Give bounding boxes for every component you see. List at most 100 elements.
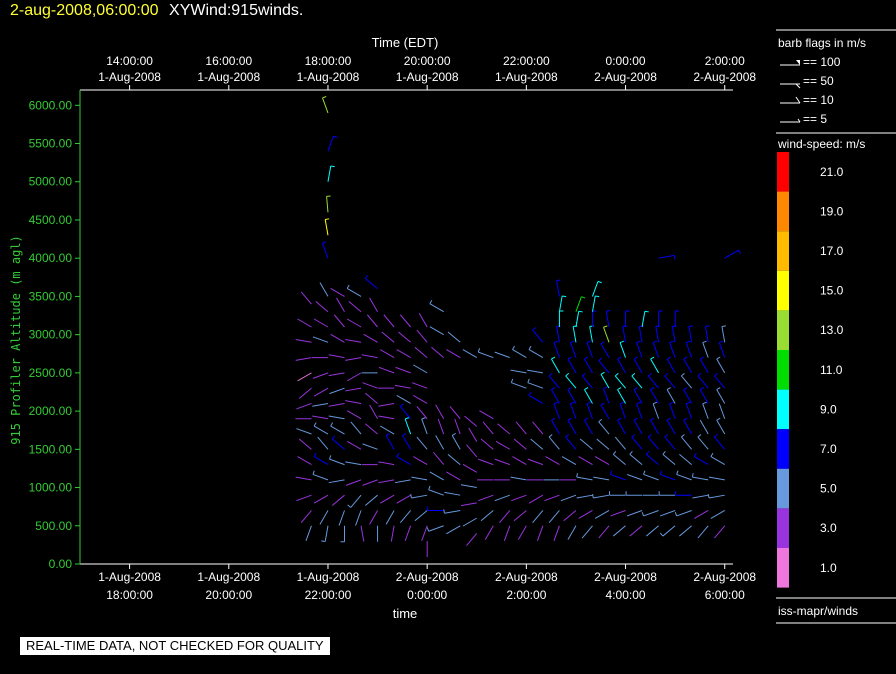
wind-barb — [721, 325, 726, 343]
wind-barb — [579, 438, 593, 450]
wind-barb — [591, 310, 597, 327]
wind-barb — [697, 434, 709, 450]
wind-barb — [416, 329, 428, 343]
wind-barb — [511, 494, 527, 502]
wind-barb — [619, 401, 627, 419]
wind-barb — [447, 331, 461, 343]
wind-barb — [625, 310, 630, 327]
wind-barb — [427, 506, 444, 511]
wind-barb — [575, 310, 583, 328]
wind-barb — [346, 410, 362, 420]
wind-barb — [650, 387, 660, 404]
colorbar-swatch — [777, 310, 789, 350]
wind-barb — [548, 372, 560, 389]
wind-barb — [612, 450, 626, 465]
wind-barb — [650, 356, 660, 374]
wind-barb — [324, 218, 330, 236]
wind-barb — [460, 484, 477, 489]
wind-barb — [685, 340, 693, 358]
wind-barb — [714, 525, 726, 539]
legend-panel: barb flags in m/s == 100 == 50 == 10 == 5 w… — [776, 29, 896, 624]
wind-barb — [411, 382, 428, 389]
wind-barb — [669, 340, 676, 358]
wind-barb — [362, 382, 378, 389]
x-tick-date: 1-Aug-2008 — [197, 570, 260, 584]
wind-barb — [313, 452, 329, 466]
x-tick-date: 1-Aug-2008 — [297, 570, 360, 584]
barb-legend-label: == 5 — [803, 112, 827, 126]
wind-barb — [346, 318, 362, 328]
wind-barb — [593, 476, 610, 481]
wind-barb — [558, 310, 564, 327]
wind-barb — [638, 325, 644, 343]
wind-barb — [513, 510, 527, 522]
wind-barb — [510, 476, 527, 481]
colorbar-title: wind-speed: m/s — [777, 137, 865, 151]
x-tick-date: 2-Aug-2008 — [594, 570, 657, 584]
x-tick-time: 6:00:00 — [705, 588, 745, 602]
wind-barb — [329, 387, 345, 395]
x-tick-time: 4:00:00 — [606, 588, 646, 602]
wind-barb — [702, 340, 709, 358]
wind-barb — [652, 401, 660, 419]
x2-tick-date: 1-Aug-2008 — [98, 70, 161, 84]
wind-barb — [679, 525, 692, 537]
wind-barb — [550, 356, 560, 374]
wind-barb — [605, 310, 611, 328]
wind-barb — [591, 295, 600, 312]
wind-barb — [655, 325, 660, 343]
wind-barb — [575, 296, 586, 312]
wind-barb — [468, 427, 478, 442]
wind-barb — [697, 372, 709, 389]
wind-barb — [532, 327, 544, 343]
wind-barb — [446, 525, 461, 535]
wind-barb — [694, 510, 709, 519]
wind-barb — [572, 325, 578, 343]
y-tick-label: 0.00 — [49, 557, 73, 571]
wind-barb — [421, 525, 428, 541]
wind-barb — [426, 525, 444, 532]
y-tick-label: 5500.00 — [29, 137, 73, 151]
wind-barb — [567, 417, 577, 435]
wind-barb — [414, 510, 428, 522]
wind-barb — [313, 387, 329, 397]
wind-barb — [553, 340, 560, 358]
barb-flag-100-icon: == 100 — [780, 55, 841, 69]
wind-barb — [312, 336, 329, 343]
wind-barb — [399, 403, 412, 420]
wind-barb — [565, 372, 577, 389]
wind-barb — [381, 331, 395, 343]
wind-barb — [378, 415, 395, 420]
wind-barb — [327, 135, 338, 152]
x-tick-time: 0:00:00 — [407, 588, 447, 602]
wind-barb — [449, 406, 461, 420]
wind-barb — [451, 433, 461, 450]
wind-barb — [433, 452, 445, 465]
wind-barb — [708, 476, 725, 481]
wind-barb — [716, 356, 726, 374]
wind-barb — [482, 421, 494, 435]
wind-barb — [633, 356, 643, 374]
barb-legend: == 100 == 50 == 10 == 5 — [780, 55, 841, 126]
wind-barb — [326, 195, 331, 213]
wind-barb — [346, 372, 362, 382]
colorbar-label: 15.0 — [820, 284, 844, 298]
wind-barb — [697, 525, 709, 539]
wind-barb — [716, 387, 726, 404]
wind-barb — [305, 525, 312, 541]
colorbar-label: 3.0 — [820, 521, 837, 535]
wind-barb — [532, 421, 544, 435]
wind-barb — [499, 510, 511, 524]
wind-barb — [664, 434, 676, 450]
wind-barb — [716, 417, 726, 435]
y-tick-label: 1500.00 — [29, 442, 73, 456]
wind-barb — [364, 423, 378, 435]
wind-barb — [431, 346, 445, 358]
wind-barb — [614, 436, 626, 450]
colorbar-label: 19.0 — [820, 204, 844, 218]
colorbar-label: 5.0 — [820, 482, 837, 496]
wind-barb — [510, 378, 527, 389]
wind-barb — [346, 440, 362, 450]
wind-barb — [666, 417, 676, 435]
wind-barb — [385, 433, 395, 450]
